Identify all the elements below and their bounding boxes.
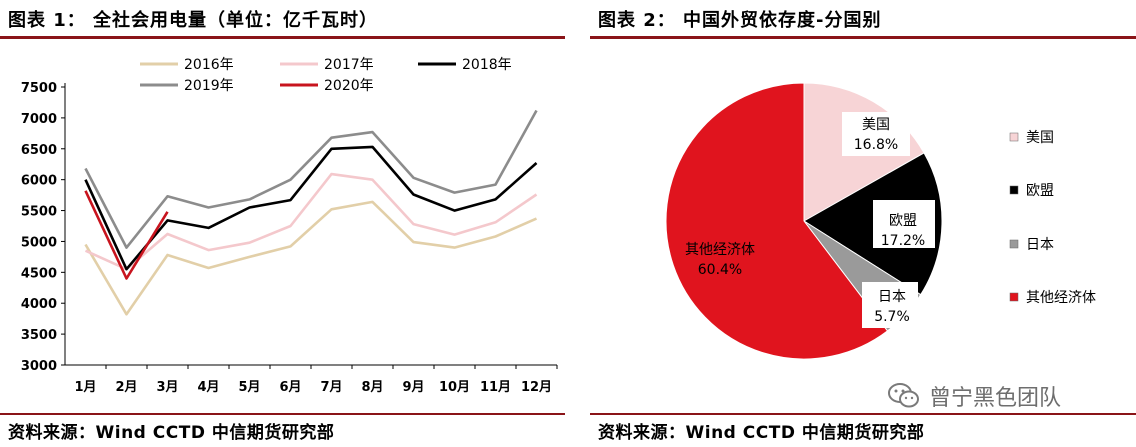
series-line-2016年	[84, 200, 538, 316]
series-line-2017年	[84, 172, 538, 271]
label-box	[842, 112, 910, 156]
pie-label-美国: 美国 16.8%	[854, 117, 898, 153]
y-tick-label: 3500	[21, 328, 57, 343]
x-tick-label: 10月	[439, 380, 470, 395]
y-tick-label: 7000	[21, 112, 57, 127]
watermark: 曾宁黑色团队	[887, 380, 1127, 412]
legend-item-2020年: 2020年	[280, 78, 374, 94]
legend-label: 2020年	[324, 78, 374, 94]
legend-label: 2018年	[462, 57, 512, 73]
wechat-icon	[888, 383, 919, 408]
y-tick-label: 5500	[21, 205, 57, 220]
source-divider	[0, 413, 565, 415]
x-tick-label: 7月	[320, 380, 342, 395]
pie-label-日本: 日本 5.7%	[874, 289, 910, 325]
x-tick-label: 3月	[156, 380, 178, 395]
pie-label-name: 其他经济体	[685, 242, 755, 258]
legend-item-2017年: 2017年	[280, 57, 374, 73]
legend-label: 日本	[1026, 237, 1054, 253]
legend-swatch	[1009, 132, 1019, 142]
legend-label: 欧盟	[1026, 183, 1054, 199]
line-chart-source: 资料来源：Wind CCTD 中信期货研究部	[8, 423, 335, 443]
y-tick-label: 4000	[21, 297, 57, 312]
pie-label-value: 5.7%	[874, 309, 910, 325]
y-tick-label: 4500	[21, 266, 57, 281]
legend-item-日本: 日本	[1009, 237, 1054, 253]
x-tick-label: 5月	[238, 380, 260, 395]
series-line-2020年	[84, 190, 169, 280]
pie-label-name: 美国	[862, 117, 890, 133]
x-tick-label: 12月	[521, 380, 552, 395]
legend-label: 美国	[1026, 130, 1054, 146]
watermark-label: 曾宁黑色团队	[929, 386, 1062, 411]
y-tick-label: 3000	[21, 359, 57, 374]
x-tick-label: 2月	[115, 380, 137, 395]
label-box	[862, 282, 918, 328]
x-tick-label: 9月	[402, 380, 424, 395]
legend-label: 2019年	[184, 78, 234, 94]
series-line-2018年	[84, 145, 538, 271]
line-chart: 3000 3500 4000 4500 5000 5500 6000 6500 7000 7500…	[21, 57, 558, 395]
title-divider	[590, 36, 1136, 39]
x-tick-label: 11月	[480, 380, 511, 395]
legend-label: 2016年	[184, 57, 234, 73]
pie-chart-title: 图表 2： 中国外贸依存度-分国别	[598, 10, 882, 31]
legend-item-其他经济体: 其他经济体	[1009, 290, 1096, 306]
title-divider	[0, 36, 565, 39]
y-tick-label: 7500	[21, 81, 57, 96]
pie-chart-source: 资料来源：Wind CCTD 中信期货研究部	[598, 423, 925, 443]
legend-item-2019年: 2019年	[140, 78, 234, 94]
x-tick-label: 4月	[197, 380, 219, 395]
label-box	[873, 200, 935, 248]
source-divider	[590, 413, 1136, 415]
pie-label-name: 日本	[878, 289, 906, 305]
pie-label-value: 60.4%	[698, 262, 742, 278]
legend-swatch	[1009, 292, 1019, 302]
pie-label-name: 欧盟	[889, 213, 917, 229]
y-tick-label: 5000	[21, 235, 57, 250]
x-tick-label: 8月	[361, 380, 383, 395]
legend-label: 2017年	[324, 57, 374, 73]
pie-label-value: 17.2%	[881, 233, 925, 249]
x-tick-label: 1月	[74, 380, 96, 395]
legend-item-欧盟: 欧盟	[1009, 183, 1054, 199]
pie-slice-其他经济体	[665, 82, 889, 360]
legend-item-2016年: 2016年	[140, 57, 234, 73]
legend-label: 其他经济体	[1026, 290, 1096, 306]
pie-label-value: 16.8%	[854, 137, 898, 153]
legend-swatch	[1009, 239, 1019, 249]
y-tick-label: 6500	[21, 143, 57, 158]
legend-swatch	[1009, 185, 1019, 195]
pie-slice-欧盟	[803, 152, 943, 296]
line-chart-title: 图表 1： 全社会用电量（单位：亿千瓦时）	[8, 10, 379, 31]
series-line-2019年	[84, 109, 538, 249]
pie-label-其他经济体: 其他经济体 60.4%	[685, 242, 755, 278]
x-tick-label: 6月	[279, 380, 301, 395]
legend-item-2018年: 2018年	[418, 57, 512, 73]
pie-chart-panel: 图表 2： 中国外贸依存度-分国别 美国 16.8% 欧盟 17.2% 日本 5.7% 其他…	[590, 0, 1136, 447]
legend-item-美国: 美国	[1009, 130, 1054, 146]
pie-label-欧盟: 欧盟 17.2%	[881, 213, 925, 249]
line-chart-panel: 图表 1： 全社会用电量（单位：亿千瓦时） 3000 3500 4000 4500 50…	[0, 0, 565, 447]
y-tick-label: 6000	[21, 174, 57, 189]
